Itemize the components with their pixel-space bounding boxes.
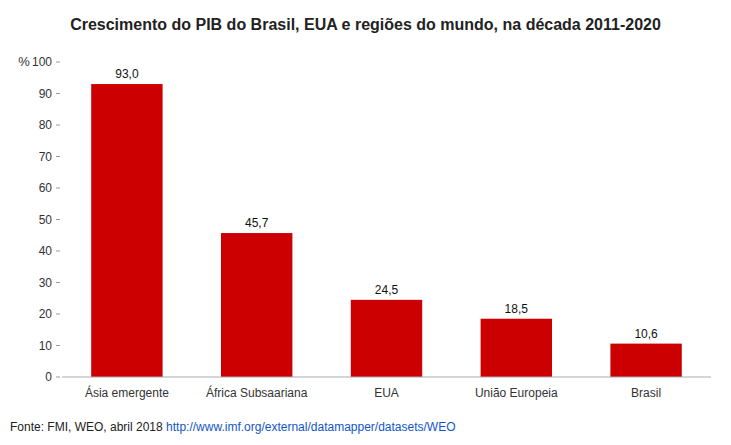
x-tick-label: África Subsaariana	[206, 385, 308, 400]
bar	[351, 300, 422, 377]
y-tick-label: 90	[39, 87, 53, 101]
y-axis: 0 10 20 30 40 50 60 70 80 90 100	[32, 55, 60, 384]
title: Crescimento do PIB do Brasil, EUA e regi…	[70, 16, 661, 33]
y-tick-label: 20	[39, 307, 53, 321]
x-axis: Ásia emergente África Subsaariana EUA União…	[85, 385, 661, 400]
y-tick	[56, 314, 60, 315]
x-tick-label: Brasil	[631, 386, 661, 400]
x-axis-line	[62, 377, 711, 378]
y-tick	[56, 251, 60, 252]
y-tick	[56, 156, 60, 157]
y-tick-label: 50	[39, 213, 53, 227]
y-tick-label: 100	[32, 55, 52, 69]
x-tick-label: Ásia emergente	[85, 385, 169, 400]
data-label: 10,6	[634, 327, 658, 341]
data-labels: 93,0 45,7 24,5 18,5 10,6	[115, 67, 658, 341]
y-tick-label: 80	[39, 118, 53, 132]
bar	[91, 84, 162, 377]
y-tick-label: 30	[39, 276, 53, 290]
x-tick-label: União Europeia	[475, 386, 558, 400]
data-label: 18,5	[505, 302, 529, 316]
data-label: 24,5	[375, 283, 399, 297]
footnote-url: http://www.imf.org/external/datamapper/d…	[166, 420, 455, 434]
y-tick	[56, 188, 60, 189]
chart: Crescimento do PIB do Brasil, EUA e regi…	[0, 0, 731, 445]
bar	[610, 344, 681, 377]
y-tick-label: 10	[39, 339, 53, 353]
y-tick-label: 0	[45, 370, 52, 384]
y-tick	[56, 125, 60, 126]
y-tick-label: 70	[39, 150, 53, 164]
footnote-text: Fonte: FMI, WEO, abril 2018	[10, 420, 166, 434]
y-tick	[56, 282, 60, 283]
y-axis-label: %	[18, 54, 30, 69]
y-tick-label: 60	[39, 181, 53, 195]
bar	[481, 319, 552, 377]
data-label: 45,7	[245, 216, 269, 230]
y-tick-label: 40	[39, 244, 53, 258]
data-label: 93,0	[115, 67, 139, 81]
footnote: Fonte: FMI, WEO, abril 2018 http://www.i…	[10, 420, 456, 434]
y-tick	[56, 62, 60, 63]
y-tick	[56, 377, 60, 378]
y-tick	[56, 219, 60, 220]
bars	[91, 84, 682, 377]
y-tick	[56, 345, 60, 346]
x-tick-label: EUA	[374, 386, 399, 400]
bar	[221, 233, 292, 377]
chart-container: Crescimento do PIB do Brasil, EUA e regi…	[0, 0, 731, 445]
y-tick	[56, 93, 60, 94]
